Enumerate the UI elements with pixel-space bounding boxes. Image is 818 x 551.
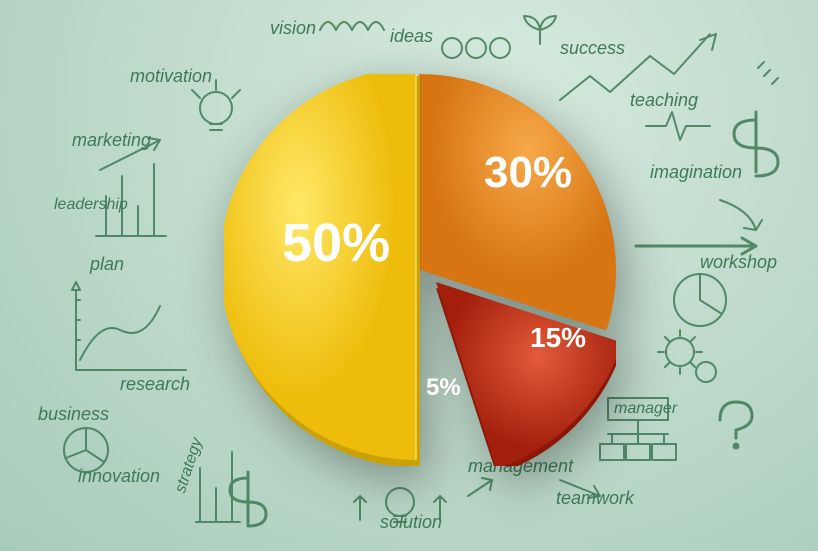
bar-chart-icon — [96, 138, 166, 236]
keyword-manager: manager — [614, 400, 677, 418]
keyword-research: research — [120, 374, 190, 395]
infographic-stage: { "canvas":{"width":818,"height":551,"ba… — [0, 0, 818, 551]
keyword-motivation: motivation — [130, 66, 212, 87]
keyword-vision: vision — [270, 18, 316, 39]
keyword-plan: plan — [90, 254, 124, 275]
dollar-sign-icon — [230, 472, 266, 526]
gears-icon — [658, 330, 716, 382]
people-chain-icon — [320, 22, 384, 30]
keyword-workshop: workshop — [700, 252, 777, 273]
keyword-imagination: imagination — [650, 162, 742, 183]
keyword-ideas: ideas — [390, 26, 433, 47]
keyword-teaching: teaching — [630, 90, 698, 111]
pie-chart — [224, 74, 616, 466]
keyword-innovation: innovation — [78, 466, 160, 487]
keyword-leadership: leadership — [54, 196, 128, 214]
keyword-marketing: marketing — [72, 130, 151, 151]
heartbeat-icon — [646, 112, 710, 140]
pie-chart-small-icon — [674, 274, 726, 326]
pie-slice-50 — [224, 74, 420, 466]
question-mark-icon — [720, 402, 752, 448]
keyword-solution: solution — [380, 512, 442, 533]
keyword-business: business — [38, 404, 109, 425]
keyword-success: success — [560, 38, 625, 59]
lightbulb-icon — [442, 38, 510, 58]
line-chart-icon — [72, 282, 186, 370]
keyword-teamwork: teamwork — [556, 488, 634, 509]
sprout-icon — [524, 16, 556, 44]
arrow-curve-icon — [720, 200, 762, 230]
